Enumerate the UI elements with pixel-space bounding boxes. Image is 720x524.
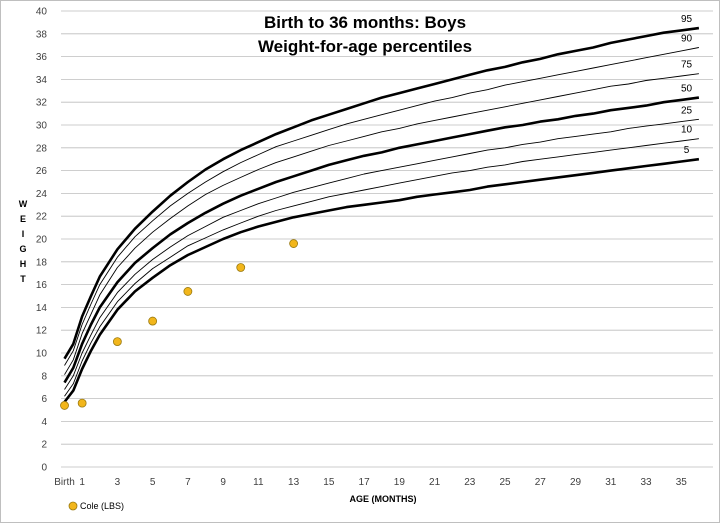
chart-title-line-2: Weight-for-age percentiles — [258, 37, 472, 56]
cole-weight-point — [236, 263, 246, 272]
y-tick-label: 16 — [36, 280, 48, 291]
cole-weight-point — [112, 337, 122, 347]
percentile-25-label: 25 — [681, 105, 693, 116]
x-tick-label: 15 — [323, 477, 335, 488]
x-tick-label: 13 — [288, 477, 300, 488]
x-tick-label: 25 — [500, 477, 512, 488]
y-tick-label: 30 — [36, 121, 48, 132]
y-tick-label: 4 — [41, 417, 47, 428]
percentile-labels: 95 90 75 50 25 10 5 — [681, 14, 693, 156]
y-tick-label: 12 — [36, 326, 48, 337]
y-tick-label: 10 — [36, 349, 48, 360]
y-tick-label: 18 — [36, 257, 48, 268]
percentile-95-label: 95 — [681, 14, 693, 25]
y-tick-label: 8 — [41, 371, 47, 382]
x-tick-label: 21 — [429, 477, 441, 488]
y-tick-label: 26 — [36, 166, 48, 177]
y-axis-title-letter: H — [20, 259, 27, 269]
x-tick-label: 3 — [115, 477, 121, 488]
y-axis-title-letter: I — [22, 229, 25, 239]
x-tick-label: 33 — [640, 477, 652, 488]
percentile-50-line — [63, 96, 700, 384]
x-tick-label: 27 — [535, 477, 547, 488]
x-tick-label: 5 — [150, 477, 156, 488]
y-axis-title-letter: T — [20, 274, 26, 284]
cole-weight-point — [148, 316, 158, 326]
y-axis-title-letter: W — [19, 199, 28, 209]
x-tick-label: 1 — [79, 477, 85, 488]
y-tick-label: 20 — [36, 235, 48, 246]
legend: Cole (LBS) — [68, 501, 124, 511]
x-axis-ticks: Birth 1 3 5 7 9 11 13 15 17 19 21 23 25 27 29 31 33 35 — [54, 477, 687, 488]
legend-marker — [68, 501, 78, 511]
x-tick-label: 31 — [605, 477, 617, 488]
percentile-95-line — [63, 26, 700, 360]
y-tick-label: 38 — [36, 29, 48, 40]
percentile-50-label: 50 — [681, 84, 693, 95]
percentile-curves — [63, 26, 700, 403]
y-tick-label: 2 — [41, 440, 47, 451]
percentile-90-line — [64, 47, 699, 366]
percentile-75-line — [64, 73, 699, 375]
y-tick-label: 6 — [41, 394, 47, 405]
y-tick-label: 22 — [36, 212, 48, 223]
y-tick-label: 0 — [41, 463, 47, 474]
gridlines — [61, 10, 713, 468]
cole-weight-point — [60, 401, 69, 410]
y-tick-label: 36 — [36, 52, 48, 63]
x-tick-label: Birth — [54, 477, 75, 488]
y-axis-title-letter: G — [19, 244, 26, 254]
percentile-10-label: 10 — [681, 125, 693, 136]
cole-weight-point — [289, 239, 299, 248]
percentile-75-label: 75 — [681, 60, 693, 71]
x-tick-label: 35 — [676, 477, 688, 488]
x-axis-title: AGE (MONTHS) — [350, 494, 417, 504]
x-tick-label: 23 — [464, 477, 476, 488]
percentile-5-line — [63, 157, 700, 403]
x-tick-label: 19 — [394, 477, 406, 488]
percentile-90-label: 90 — [681, 33, 693, 44]
chart-title-line-1: Birth to 36 months: Boys — [264, 13, 466, 32]
percentile-10-line — [64, 138, 699, 397]
x-tick-label: 9 — [220, 477, 226, 488]
x-tick-label: 7 — [185, 477, 191, 488]
y-tick-label: 40 — [36, 7, 48, 18]
x-tick-label: 11 — [253, 477, 264, 488]
cole-data-points — [60, 239, 299, 410]
percentile-25-line — [64, 118, 699, 390]
y-tick-label: 28 — [36, 143, 48, 154]
y-tick-label: 24 — [36, 189, 48, 200]
y-tick-label: 14 — [36, 303, 48, 314]
x-tick-label: 17 — [359, 477, 371, 488]
y-axis-title-letter: E — [20, 214, 26, 224]
x-tick-label: 29 — [570, 477, 582, 488]
legend-label: Cole (LBS) — [80, 501, 124, 511]
y-tick-label: 34 — [36, 75, 48, 86]
cole-weight-point — [77, 398, 87, 408]
cole-weight-point — [183, 287, 193, 296]
y-tick-label: 32 — [36, 98, 48, 109]
percentile-5-label: 5 — [684, 145, 690, 156]
